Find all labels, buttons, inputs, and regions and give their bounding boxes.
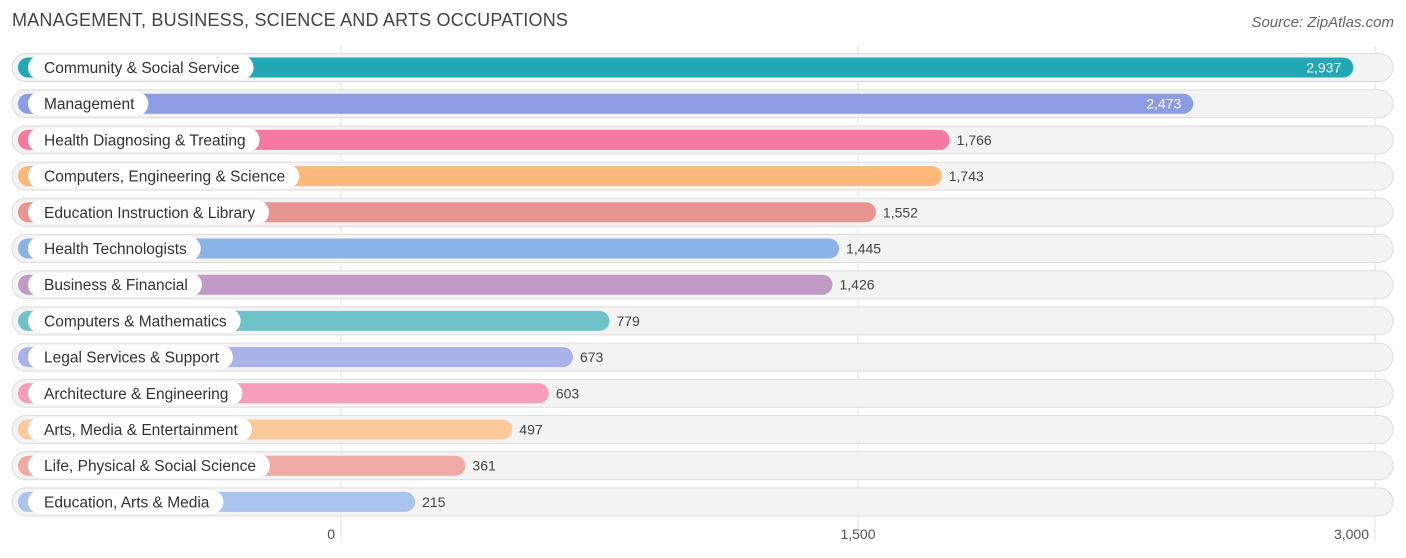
bar: [18, 238, 840, 259]
category-label-pill: [28, 308, 241, 333]
category-label: Computers & Mathematics: [44, 313, 227, 330]
bar-row: Community & Social Service 2,937: [11, 53, 1394, 82]
category-label-pill: [28, 200, 270, 225]
category-label: Community & Social Service: [44, 60, 240, 77]
category-label: Management: [44, 96, 135, 113]
bar-row: Computers, Engineering & Science 1,743: [11, 161, 1394, 191]
chart-title: MANAGEMENT, BUSINESS, SCIENCE AND ARTS O…: [12, 10, 569, 30]
category-label-pill: [28, 164, 300, 189]
category-label: Business & Financial: [44, 277, 188, 294]
category-label: Health Technologists: [44, 241, 187, 258]
bar: [18, 274, 833, 295]
bar-row: Health Technologists 1,445: [11, 234, 1394, 263]
x-tick-label: 1,500: [840, 526, 875, 542]
value-label: 1,552: [883, 204, 918, 220]
value-label: 361: [472, 458, 496, 474]
bar: [18, 93, 1194, 114]
category-label-pill: [28, 127, 260, 152]
bar-row: Education, Arts & Media 215: [11, 487, 1394, 517]
category-label: Arts, Media & Entertainment: [44, 422, 239, 439]
bar-row: Legal Services & Support 673: [11, 342, 1394, 372]
bar-row: Computers & Mathematics 779: [11, 306, 1394, 336]
x-tick-label: 3,000: [1334, 526, 1369, 542]
category-label-pill: [28, 236, 201, 261]
bar-row: Life, Physical & Social Science 361: [11, 451, 1394, 481]
value-label: 603: [556, 385, 580, 401]
category-label-pill: [28, 381, 243, 406]
category-label-pill: [28, 417, 252, 442]
category-label: Architecture & Engineering: [44, 386, 228, 403]
category-label-pill: [28, 489, 224, 514]
value-label: 1,426: [839, 277, 874, 293]
value-label: 1,766: [957, 132, 992, 148]
category-label: Education, Arts & Media: [44, 494, 210, 511]
bar-row: Education Instruction & Library 1,552: [11, 197, 1394, 227]
bar-row: Management 2,473: [11, 89, 1394, 119]
category-label-pill: [28, 55, 254, 80]
bar-row: Health Diagnosing & Treating 1,766: [11, 125, 1394, 155]
value-label: 2,473: [1146, 96, 1181, 112]
category-label-pill: [28, 272, 202, 297]
value-label: 1,743: [949, 168, 984, 184]
bar-row: Arts, Media & Entertainment 497: [11, 415, 1394, 444]
value-label: 673: [580, 349, 604, 365]
x-tick-label: 0: [327, 526, 335, 542]
source-label: Source: ZipAtlas.com: [1251, 14, 1394, 31]
value-label: 779: [616, 313, 640, 329]
bar-row: Architecture & Engineering 603: [11, 378, 1394, 408]
value-label: 2,937: [1306, 60, 1341, 76]
category-label: Life, Physical & Social Science: [44, 458, 256, 475]
category-label: Legal Services & Support: [44, 350, 220, 367]
category-label-pill: [28, 91, 149, 116]
value-label: 497: [519, 422, 543, 438]
category-label-pill: [28, 453, 270, 478]
category-label-pill: [28, 345, 233, 370]
category-label: Education Instruction & Library: [44, 205, 255, 222]
bar-row: Business & Financial 1,426: [11, 270, 1394, 300]
category-label: Computers, Engineering & Science: [44, 169, 285, 186]
value-label: 1,445: [846, 241, 881, 257]
bar: [18, 57, 1354, 78]
category-label: Health Diagnosing & Treating: [44, 132, 246, 149]
value-label: 215: [422, 494, 446, 510]
